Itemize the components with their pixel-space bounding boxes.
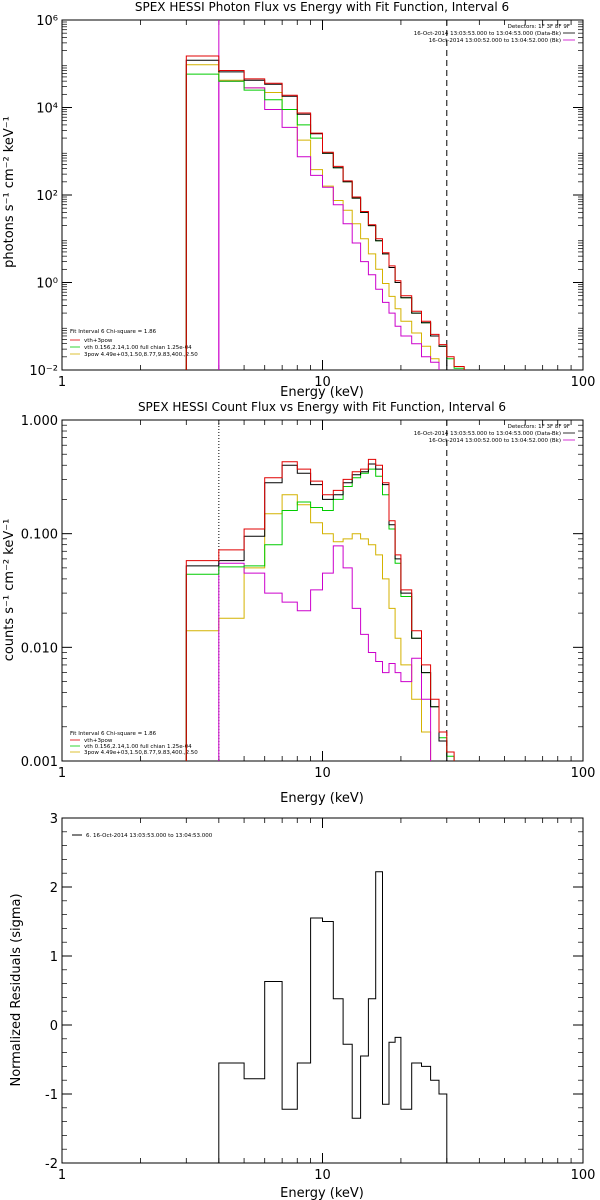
series-line-total	[185, 458, 455, 761]
series-line-vth	[185, 468, 455, 761]
y-tick-label: 10²	[36, 189, 58, 204]
x-axis-label: Energy (keV)	[280, 385, 364, 400]
y-tick-label: 10⁰	[36, 277, 58, 292]
x-tick-label: 10	[314, 766, 331, 781]
series-line-data	[185, 463, 448, 761]
legend-fit-label: Fit Interval 6 Chi-square = 1.86	[70, 329, 157, 335]
x-tick-label: 100	[571, 1168, 596, 1183]
x-axis-label: Energy (keV)	[280, 1186, 364, 1200]
plot-frame	[61, 19, 584, 371]
legend-3pow-label: 3pow 4.49e+03,1.50,8.77,9.83,400.,2.50	[84, 750, 198, 756]
y-tick-label: 0.100	[21, 528, 58, 543]
plot-frame	[61, 419, 584, 762]
series-line-bk	[218, 80, 440, 370]
bk-time-label: 16-Oct-2014 13:00:52.000 to 13:04:52.000…	[429, 438, 561, 444]
legend-total-label: vth+3pow	[84, 738, 113, 744]
y-tick-label: 0	[50, 1019, 58, 1034]
series-line-data	[185, 59, 448, 370]
legend-vth-label: vth 0.156,2.14,1.00 full chian 1.25e-04	[84, 345, 192, 351]
legend-total-label: vth+3pow	[84, 338, 113, 344]
x-tick-label: 1	[58, 766, 66, 781]
data-time-label: 16-Oct-2014 13:03:53.000 to 13:04:53.000…	[414, 31, 561, 37]
x-tick-label: 1	[58, 375, 66, 390]
count-flux-panel: SPEX HESSI Count Flux vs Energy with Fit…	[2, 400, 595, 806]
x-tick-label: 1	[58, 1168, 66, 1183]
y-tick-label: 10⁴	[36, 102, 58, 117]
y-tick-label: 10⁶	[36, 14, 58, 29]
y-tick-label: 10⁻²	[29, 364, 58, 379]
series-line-bk	[218, 545, 432, 761]
y-tick-label: 0.001	[21, 755, 58, 770]
y-tick-label: -2	[45, 1157, 58, 1172]
series-line-3pow	[185, 494, 432, 761]
x-tick-label: 100	[571, 375, 596, 390]
detectors-label: Detectors: 1F 3F 8F 9F	[508, 424, 570, 430]
series-line-data	[218, 871, 448, 1163]
y-tick-label: 2	[50, 881, 58, 896]
y-tick-label: 1.000	[21, 414, 58, 429]
y-tick-label: -1	[45, 1088, 58, 1103]
y-tick-label: 3	[50, 812, 58, 827]
series-line-3pow	[185, 64, 440, 370]
y-tick-label: 0.010	[21, 641, 58, 656]
panel-title: SPEX HESSI Count Flux vs Energy with Fit…	[138, 400, 506, 414]
y-axis-label: Normalized Residuals (sigma)	[9, 893, 24, 1086]
legend-label: 6. 16-Oct-2014 13:03:53.000 to 13:04:53.…	[86, 833, 213, 839]
series-line-vth	[185, 73, 465, 370]
photon-flux-panel: SPEX HESSI Photon Flux vs Energy with Fi…	[2, 0, 595, 400]
x-tick-label: 10	[314, 1168, 331, 1183]
y-tick-label: 1	[50, 950, 58, 965]
x-tick-label: 100	[571, 766, 596, 781]
y-axis-label: counts s⁻¹ cm⁻² keV⁻¹	[2, 519, 17, 662]
series-line-total	[185, 55, 465, 370]
data-time-label: 16-Oct-2014 13:03:53.000 to 13:04:53.000…	[414, 431, 561, 437]
legend-vth-label: vth 0.156,2.14,1.00 full chian 1.25e-04	[84, 744, 192, 750]
legend-fit-label: Fit Interval 6 Chi-square = 1.86	[70, 731, 157, 737]
plot-frame	[61, 817, 584, 1164]
y-axis-label: photons s⁻¹ cm⁻² keV⁻¹	[2, 116, 17, 268]
x-tick-label: 10	[314, 375, 331, 390]
x-axis-label: Energy (keV)	[280, 791, 364, 806]
panel-title: SPEX HESSI Photon Flux vs Energy with Fi…	[135, 0, 509, 14]
residuals-panel: Normalized Residuals (sigma) Energy (keV…	[9, 812, 595, 1200]
bk-time-label: 16-Oct-2014 13:00:52.000 to 13:04:52.000…	[429, 38, 561, 44]
legend-3pow-label: 3pow 4.49e+03,1.50,8.77,9.83,400.,2.50	[84, 352, 198, 358]
detectors-label: Detectors: 1F 3F 8F 9F	[508, 24, 570, 30]
